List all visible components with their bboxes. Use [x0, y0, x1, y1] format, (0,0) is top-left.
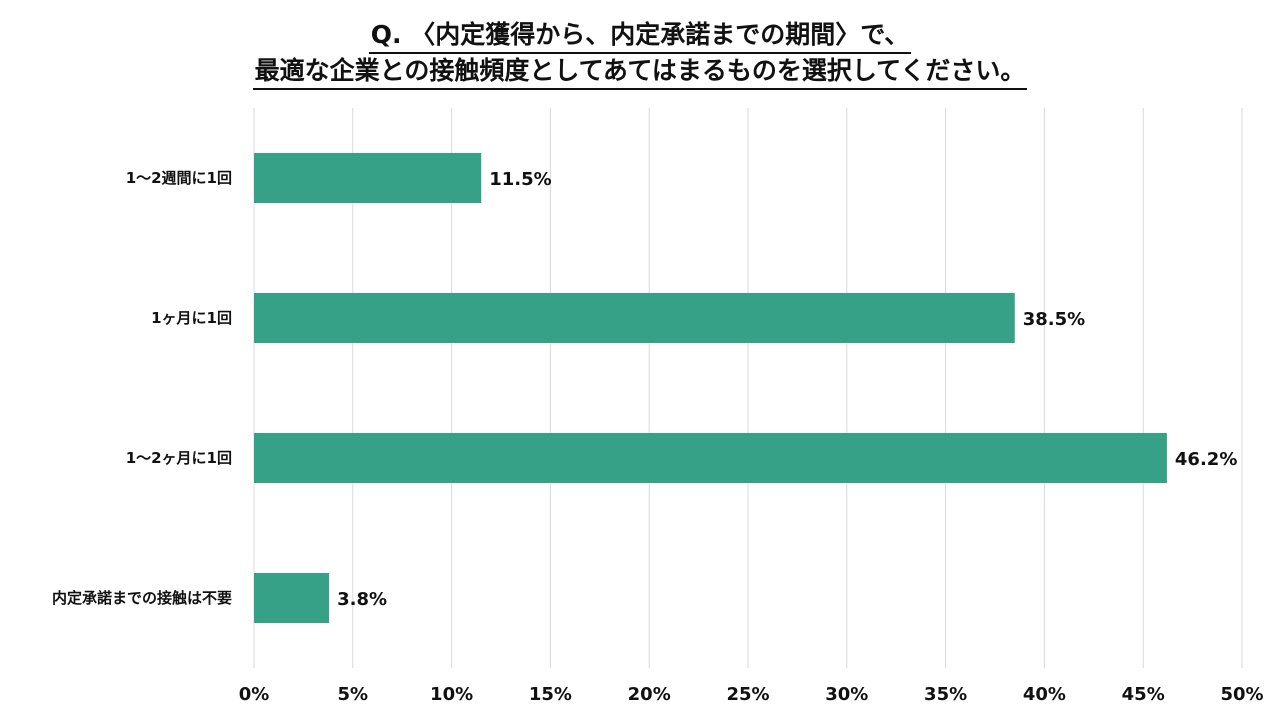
x-tick-label: 0% — [239, 684, 270, 705]
bar — [254, 433, 1167, 483]
value-label: 46.2% — [1175, 449, 1237, 470]
value-labels: 11.5% 38.5% 46.2% 3.8% — [337, 169, 1237, 610]
category-label: 内定承諾までの接触は不要 — [52, 589, 232, 607]
bars — [254, 153, 1167, 623]
x-axis-ticks: 0% 5% 10% 15% 20% 25% 30% 35% 40% 45% 50% — [239, 684, 1264, 705]
x-tick-label: 45% — [1122, 684, 1165, 705]
x-tick-label: 40% — [1023, 684, 1066, 705]
value-label: 11.5% — [489, 169, 551, 190]
bar — [254, 573, 330, 623]
x-tick-label: 15% — [529, 684, 572, 705]
x-tick-label: 20% — [628, 684, 671, 705]
chart-title-line-2: 最適な企業との接触頻度としてあてはまるものを選択してください。 — [252, 54, 1028, 90]
bar — [254, 293, 1015, 343]
bar — [254, 153, 482, 203]
x-tick-label: 30% — [825, 684, 868, 705]
chart-title-line-1: Q. 〈内定獲得から、内定承諾までの期間〉で、 — [368, 18, 912, 54]
x-tick-label: 35% — [924, 684, 967, 705]
gridlines — [253, 108, 1243, 668]
category-label: 1～2ヶ月に1回 — [126, 449, 232, 467]
value-label: 38.5% — [1023, 309, 1085, 330]
x-tick-label: 50% — [1220, 684, 1263, 705]
x-tick-label: 5% — [338, 684, 369, 705]
value-label: 3.8% — [337, 589, 387, 610]
category-label: 1～2週間に1回 — [126, 169, 232, 187]
category-label: 1ヶ月に1回 — [151, 309, 232, 327]
x-tick-label: 10% — [430, 684, 473, 705]
chart-title: Q. 〈内定獲得から、内定承諾までの期間〉で、 最適な企業との接触頻度としてあて… — [0, 18, 1280, 90]
x-tick-label: 25% — [726, 684, 769, 705]
